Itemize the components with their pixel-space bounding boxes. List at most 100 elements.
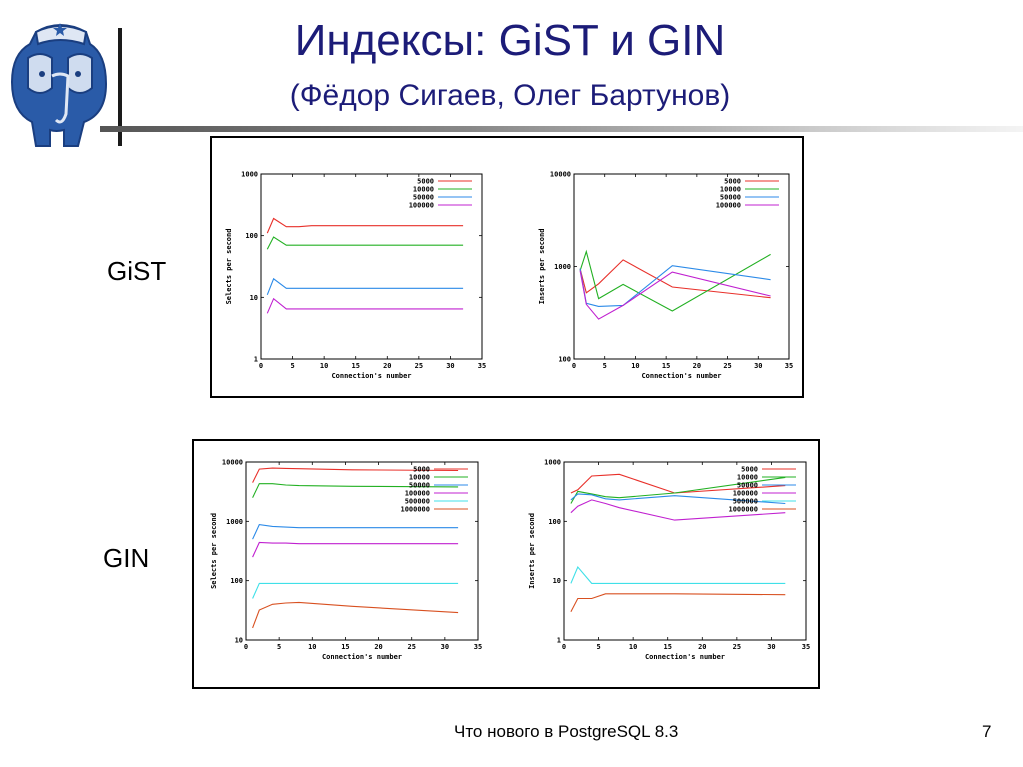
- legend-label: 1000000: [728, 506, 758, 514]
- series-line-50000: [266, 277, 464, 296]
- x-tick-label: 15: [341, 643, 349, 651]
- legend-label: 100000: [716, 202, 741, 210]
- footer-text: Что нового в PostgreSQL 8.3: [454, 722, 679, 741]
- legend-label: 50000: [737, 482, 758, 490]
- series-line-100000: [579, 270, 771, 320]
- x-tick-label: 10: [629, 643, 637, 651]
- y-axis-label: Selects per second: [210, 513, 218, 589]
- y-tick-label: 1: [557, 637, 561, 645]
- series-line-5000: [266, 217, 464, 234]
- gin-selects-chart: 0 5 10 15 20 25 30 35 10 100 1000 10000 Connection's…: [210, 459, 482, 662]
- plot-frame: [245, 461, 479, 641]
- gist-row-label: GiST: [107, 256, 167, 286]
- series-line-50000: [570, 493, 786, 505]
- series-line-5000: [252, 467, 459, 483]
- y-tick-label: 100: [230, 577, 243, 585]
- legend-label: 100000: [409, 202, 434, 210]
- legend-label: 50000: [409, 482, 430, 490]
- legend-label: 100000: [733, 490, 758, 498]
- x-axis-label: Connection's number: [322, 653, 402, 661]
- series-line-100000: [266, 297, 464, 314]
- x-axis-label: Connection's number: [645, 653, 725, 661]
- y-tick-label: 100: [558, 356, 571, 364]
- gist-charts-panel: [210, 136, 804, 398]
- x-tick-label: 35: [478, 362, 486, 370]
- series-line-1000000: [570, 593, 786, 612]
- y-tick-label: 1000: [554, 263, 571, 271]
- postgresql-elephant-logo: [10, 23, 108, 147]
- legend-label: 10000: [409, 474, 430, 482]
- legend-label: 500000: [733, 498, 758, 506]
- x-tick-label: 5: [596, 643, 600, 651]
- y-tick-label: 100: [548, 518, 561, 526]
- gin-inserts-chart: 0 5 10 15 20 25 30 35 1 10 100 1000 Connection's num…: [528, 459, 810, 662]
- gist-inserts-chart: 0 5 10 15 20 25 30 35 100 1000 10000 Connection's n…: [538, 171, 793, 381]
- x-tick-label: 20: [693, 362, 701, 370]
- y-tick-label: 100: [245, 232, 258, 240]
- x-tick-label: 25: [415, 362, 423, 370]
- x-tick-label: 25: [723, 362, 731, 370]
- x-tick-label: 10: [320, 362, 328, 370]
- x-tick-label: 25: [407, 643, 415, 651]
- x-tick-label: 30: [754, 362, 762, 370]
- legend-label: 5000: [413, 466, 430, 474]
- series-line-50000: [252, 523, 459, 540]
- x-tick-label: 10: [308, 643, 316, 651]
- y-tick-label: 10000: [222, 459, 243, 467]
- x-tick-label: 20: [374, 643, 382, 651]
- series-line-5000: [579, 259, 771, 299]
- legend-label: 5000: [724, 178, 741, 186]
- x-tick-label: 5: [277, 643, 281, 651]
- x-tick-label: 15: [663, 643, 671, 651]
- x-axis-label: Connection's number: [331, 372, 411, 380]
- x-tick-label: 35: [785, 362, 793, 370]
- y-axis-label: Inserts per second: [528, 513, 536, 589]
- x-tick-label: 35: [802, 643, 810, 651]
- x-tick-label: 10: [631, 362, 639, 370]
- y-tick-label: 10: [235, 637, 243, 645]
- series-line-10000: [252, 483, 459, 498]
- x-tick-label: 5: [290, 362, 294, 370]
- legend-label: 50000: [413, 194, 434, 202]
- x-tick-label: 0: [562, 643, 566, 651]
- x-tick-label: 35: [474, 643, 482, 651]
- series-line-100000: [252, 541, 459, 558]
- legend-label: 5000: [741, 466, 758, 474]
- y-tick-label: 1000: [241, 171, 258, 179]
- gin-row-label: GIN: [103, 543, 150, 573]
- slide-subtitle: (Фёдор Сигаев, Олег Бартунов): [289, 79, 731, 112]
- page-number: 7: [982, 722, 992, 741]
- x-tick-label: 5: [603, 362, 607, 370]
- y-tick-label: 10: [553, 577, 561, 585]
- x-tick-label: 20: [383, 362, 391, 370]
- legend-label: 500000: [405, 498, 430, 506]
- series-line-100000: [570, 499, 786, 521]
- x-tick-label: 30: [446, 362, 454, 370]
- series-line-10000: [570, 476, 786, 504]
- x-tick-label: 30: [767, 643, 775, 651]
- slide-title: Индексы: GiST и GIN: [294, 16, 726, 65]
- x-axis-label: Connection's number: [641, 372, 721, 380]
- y-tick-label: 1: [254, 356, 258, 364]
- x-tick-label: 20: [698, 643, 706, 651]
- title-vertical-rule: [118, 28, 122, 146]
- series-line-50000: [579, 265, 771, 307]
- series-line-500000: [570, 565, 786, 584]
- y-axis-label: Selects per second: [225, 229, 233, 305]
- gist-selects-chart: 0 5 10 15 20 25 30 35 1 10 100 1000 Connection's num…: [225, 171, 486, 381]
- plot-frame: [563, 461, 807, 641]
- x-tick-label: 15: [662, 362, 670, 370]
- legend-label: 5000: [417, 178, 434, 186]
- y-tick-label: 10000: [550, 171, 571, 179]
- legend-label: 100000: [405, 490, 430, 498]
- gin-charts-panel: [192, 439, 820, 689]
- x-tick-label: 25: [733, 643, 741, 651]
- legend-label: 1000000: [400, 506, 430, 514]
- title-horizontal-rule: [100, 126, 1023, 132]
- series-line-10000: [579, 249, 771, 312]
- legend-label: 50000: [720, 194, 741, 202]
- legend-label: 10000: [737, 474, 758, 482]
- series-line-10000: [266, 236, 464, 250]
- x-tick-label: 0: [244, 643, 248, 651]
- y-tick-label: 1000: [226, 518, 243, 526]
